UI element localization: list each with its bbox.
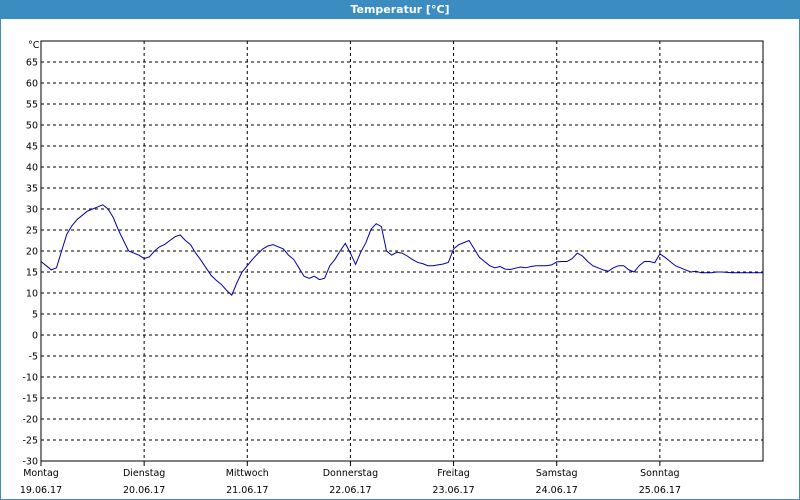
y-tick-label: 40 <box>26 163 38 174</box>
x-tick-weekday: Mittwoch <box>226 468 269 479</box>
y-tick-label: 35 <box>26 184 38 195</box>
x-tick-date: 19.06.17 <box>20 485 62 496</box>
y-tick-label: -25 <box>22 436 38 447</box>
y-tick-label: -20 <box>22 415 38 426</box>
y-axis: 65605550454035302520151050-5-10-15-20-25… <box>22 58 38 468</box>
x-axis: Montag 19.06.17 Dienstag 20.06.17 Mittwoch 21… <box>20 461 681 496</box>
x-tick-date: 25.06.17 <box>639 485 681 496</box>
y-tick-label: -15 <box>22 394 38 405</box>
y-tick-label: -5 <box>29 352 38 363</box>
y-tick-label: 20 <box>26 247 38 258</box>
y-tick-label: -30 <box>22 457 38 468</box>
y-tick-label: 65 <box>26 58 38 69</box>
y-tick-label: 5 <box>32 310 38 321</box>
y-tick-label: 30 <box>26 205 38 216</box>
y-tick-label: 10 <box>26 289 38 300</box>
x-tick-weekday: Freitag <box>437 468 470 479</box>
x-tick-weekday: Donnerstag <box>323 468 378 479</box>
x-tick-weekday: Montag <box>23 468 59 479</box>
x-tick-date: 23.06.17 <box>432 485 474 496</box>
y-tick-label: 45 <box>26 142 38 153</box>
x-tick-date: 20.06.17 <box>123 485 165 496</box>
x-tick-date: 22.06.17 <box>329 485 371 496</box>
x-tick-weekday: Dienstag <box>123 468 165 479</box>
x-tick-weekday: Sonntag <box>640 468 679 479</box>
y-tick-label: -10 <box>22 373 38 384</box>
x-tick-date: 21.06.17 <box>226 485 268 496</box>
plot-frame <box>40 40 764 462</box>
x-tick-weekday: Samstag <box>536 468 578 479</box>
grid <box>41 41 763 461</box>
y-axis-unit: °C <box>28 40 40 51</box>
y-tick-label: 50 <box>26 121 38 132</box>
y-tick-label: 15 <box>26 268 38 279</box>
y-tick-label: 60 <box>26 79 38 90</box>
y-tick-label: 25 <box>26 226 38 237</box>
y-tick-label: 55 <box>26 100 38 111</box>
window-title: Temperatur [°C] <box>1 1 799 19</box>
x-tick-date: 24.06.17 <box>536 485 578 496</box>
series-line <box>40 204 763 296</box>
y-tick-label: 0 <box>32 331 38 342</box>
